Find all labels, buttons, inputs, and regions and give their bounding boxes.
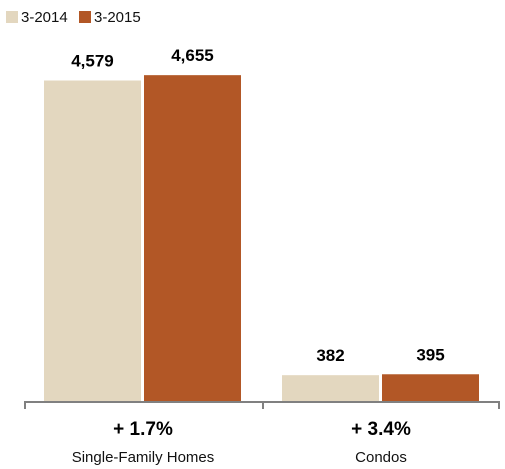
category-label-0: Single-Family Homes [72, 449, 215, 466]
legend-label-0: 3-2014 [21, 9, 68, 26]
category-change-1: + 3.4% [351, 419, 411, 440]
value-label-1-1: 395 [416, 345, 444, 364]
bar-0-0 [44, 80, 141, 403]
value-label-0-0: 4,579 [71, 51, 114, 70]
category-label-1: Condos [355, 449, 407, 466]
value-label-0-1: 4,655 [171, 46, 214, 65]
bar-1-1 [382, 374, 479, 402]
bar-1-0 [282, 375, 379, 402]
legend-swatch-0 [6, 11, 18, 23]
legend-swatch-1 [79, 11, 91, 23]
legend-label-1: 3-2015 [94, 9, 141, 26]
category-change-0: + 1.7% [113, 419, 173, 440]
bar-0-1 [144, 75, 241, 402]
value-label-1-0: 382 [316, 346, 344, 365]
